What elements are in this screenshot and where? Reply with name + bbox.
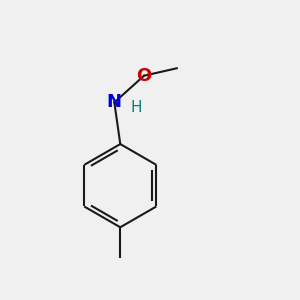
- Text: O: O: [136, 67, 152, 85]
- Text: N: N: [107, 93, 122, 111]
- Text: H: H: [131, 100, 142, 115]
